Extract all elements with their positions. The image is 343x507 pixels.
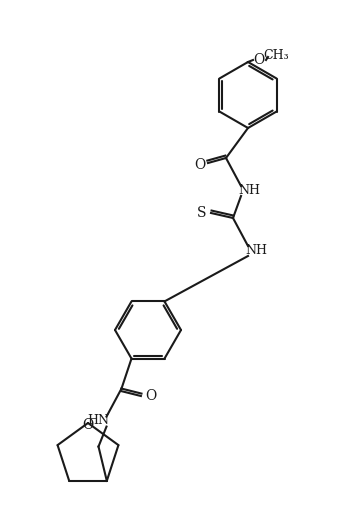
Text: S: S	[197, 206, 207, 220]
Text: NH: NH	[238, 184, 260, 197]
Text: NH: NH	[245, 243, 267, 257]
Text: HN: HN	[87, 414, 109, 427]
Text: O: O	[253, 53, 265, 67]
Text: O: O	[145, 388, 156, 403]
Text: O: O	[82, 418, 94, 432]
Text: O: O	[194, 158, 205, 172]
Text: CH₃: CH₃	[263, 49, 289, 61]
